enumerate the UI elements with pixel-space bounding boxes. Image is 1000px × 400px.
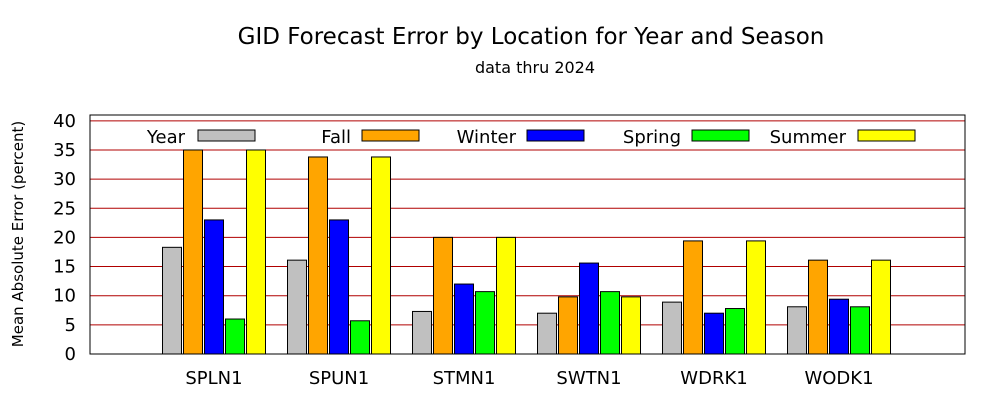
y-tick-label: 25	[53, 198, 76, 219]
bar-spun1-fall	[308, 156, 328, 355]
legend-swatch-year	[197, 129, 256, 142]
bar-swtn1-fall	[558, 296, 578, 355]
legend-label-winter: Winter	[457, 127, 517, 148]
bar-spun1-summer	[371, 156, 391, 355]
y-tick-label: 40	[53, 111, 76, 132]
bar-wdrk1-spring	[725, 308, 745, 355]
grid-lines	[90, 120, 965, 326]
legend-swatch-spring	[691, 129, 750, 142]
x-tick-label: SPUN1	[309, 368, 369, 389]
bar-spun1-year	[287, 259, 307, 355]
bar-spun1-spring	[350, 320, 370, 355]
y-tick-label: 35	[53, 140, 76, 161]
bar-wodk1-summer	[871, 259, 891, 355]
bar-spln1-spring	[225, 318, 245, 355]
y-tick-label: 10	[53, 286, 76, 307]
bar-wdrk1-year	[662, 301, 682, 355]
x-tick-label: WODK1	[804, 368, 873, 389]
axes: 0 5 10 15 20 25 30 35 40 SPLN1 SPUN1 STMN1 SWTN1 WDRK…	[53, 111, 966, 389]
bar-wodk1-winter	[829, 298, 849, 355]
y-axis-label: Mean Absolute Error (percent)	[9, 121, 27, 347]
bar-wodk1-fall	[808, 259, 828, 355]
bar-stmn1-winter	[454, 283, 474, 355]
y-tick-label: 5	[65, 315, 76, 336]
legend-label-spring: Spring	[623, 127, 681, 148]
legend-label-summer: Summer	[770, 127, 847, 148]
y-tick-label: 15	[53, 257, 76, 278]
x-tick-label: WDRK1	[680, 368, 747, 389]
bar-stmn1-summer	[496, 236, 516, 355]
legend-label-fall: Fall	[321, 127, 351, 148]
x-tick-label: STMN1	[433, 368, 496, 389]
bar-wdrk1-winter	[704, 312, 724, 355]
chart-subtitle: data thru 2024	[475, 58, 595, 77]
bar-swtn1-summer	[621, 296, 641, 355]
x-tick-label: SWTN1	[556, 368, 621, 389]
bar-swtn1-spring	[600, 291, 620, 355]
bar-swtn1-year	[537, 312, 557, 355]
bar-swtn1-winter	[579, 262, 599, 355]
legend-swatch-summer	[857, 129, 916, 142]
bar-wdrk1-fall	[683, 240, 703, 355]
plot-border	[89, 114, 966, 355]
x-tick-label: SPLN1	[185, 368, 242, 389]
bar-spln1-fall	[183, 149, 203, 355]
legend: Year Fall Winter Spring Summer	[146, 127, 916, 148]
chart-title: GID Forecast Error by Location for Year …	[238, 24, 825, 50]
bar-stmn1-fall	[433, 236, 453, 355]
bar-stmn1-spring	[475, 291, 495, 355]
bar-spln1-summer	[246, 149, 266, 355]
bar-wdrk1-summer	[746, 240, 766, 355]
y-tick-label: 20	[53, 227, 76, 248]
y-tick-label: 0	[65, 344, 76, 365]
legend-swatch-winter	[526, 129, 585, 142]
legend-swatch-fall	[361, 129, 420, 142]
bar-wodk1-year	[787, 306, 807, 355]
bar-wodk1-spring	[850, 306, 870, 355]
bar-spln1-year	[162, 246, 182, 355]
legend-label-year: Year	[146, 127, 186, 148]
bar-spun1-winter	[329, 219, 349, 355]
bar-spln1-winter	[204, 219, 224, 355]
bar-stmn1-year	[412, 310, 432, 355]
y-tick-label: 30	[53, 169, 76, 190]
bars	[162, 149, 891, 355]
